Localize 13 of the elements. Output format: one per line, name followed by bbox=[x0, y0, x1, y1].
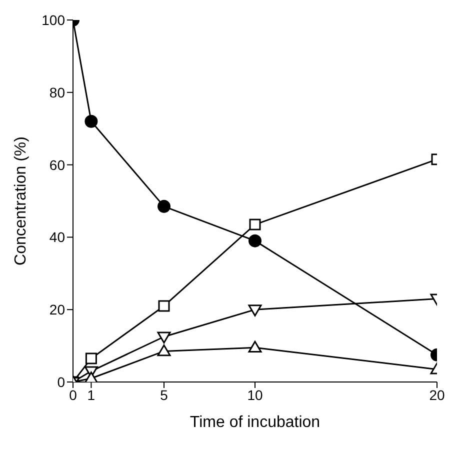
x-tick-label: 10 bbox=[247, 386, 263, 403]
x-tick-label: 5 bbox=[160, 386, 168, 403]
x-tick-label: 20 bbox=[429, 386, 445, 403]
y-tick-label: 60 bbox=[49, 156, 66, 173]
y-tick-label: 40 bbox=[49, 229, 66, 246]
y-tick-label: 20 bbox=[49, 302, 66, 318]
x-tick-label: 0 bbox=[69, 386, 78, 403]
y-axis-title: Concentration (%) bbox=[12, 136, 30, 266]
y-tick-label: 100 bbox=[42, 12, 66, 28]
y-tick-label: 0 bbox=[57, 374, 66, 390]
x-tick-label: 1 bbox=[87, 386, 96, 403]
x-axis-title: Time of incubation bbox=[190, 414, 320, 431]
y-tick-label: 80 bbox=[49, 84, 66, 100]
